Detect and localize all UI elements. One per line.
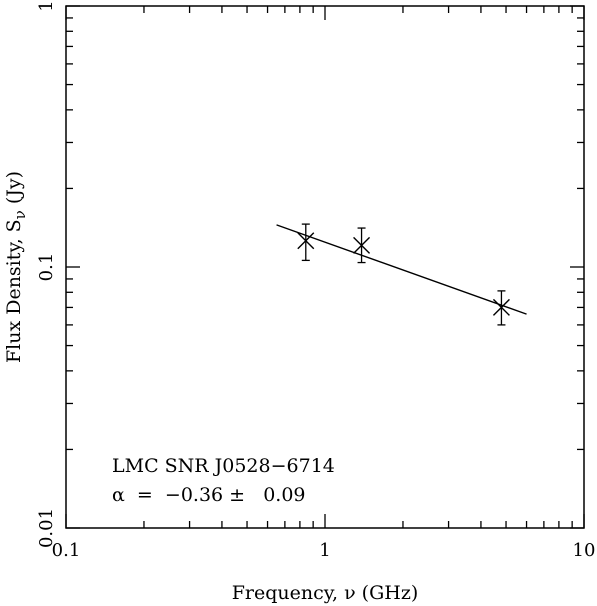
y-axis-label: Flux Density, Sν (Jy) bbox=[3, 171, 29, 363]
y-tick-label: 0.01 bbox=[36, 508, 57, 548]
annotation-source-name: LMC SNR J0528−6714 bbox=[112, 455, 335, 477]
data-marks bbox=[276, 223, 527, 326]
x-tick-label: 10 bbox=[573, 540, 596, 561]
x-tick-label: 1 bbox=[319, 540, 330, 561]
data-point bbox=[297, 232, 315, 250]
plot-frame bbox=[65, 5, 585, 529]
y-axis-label-main: Flux Density, S bbox=[3, 219, 25, 363]
data-point-stroke-b bbox=[297, 232, 315, 250]
y-axis-label-unit: (Jy) bbox=[3, 171, 25, 210]
data-point-stroke-b bbox=[492, 298, 510, 316]
y-tick-label: 0.1 bbox=[36, 253, 57, 282]
y-axis-label-subscript: ν bbox=[11, 210, 29, 219]
fit-line bbox=[276, 224, 527, 315]
data-point bbox=[492, 298, 510, 316]
x-axis-label: Frequency, ν (GHz) bbox=[232, 582, 419, 604]
axis-ticks bbox=[65, 5, 585, 529]
y-tick-label: 1 bbox=[36, 0, 57, 11]
tick-labels: 0.1 1 100.010.11 bbox=[36, 0, 595, 561]
data-point bbox=[353, 236, 371, 254]
annotation-spectral-index: α = −0.36 ± 0.09 bbox=[112, 484, 306, 506]
data-point-stroke-b bbox=[353, 236, 371, 254]
x-tick-label: 0.1 bbox=[52, 540, 81, 561]
